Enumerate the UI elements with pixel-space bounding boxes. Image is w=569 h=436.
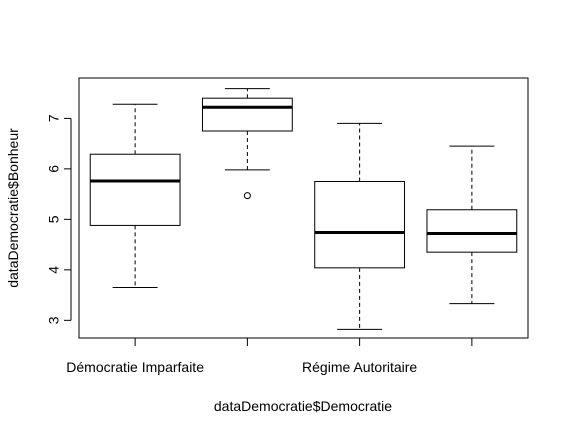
box-group-1 — [89, 103, 181, 289]
outlier-2-1 — [243, 192, 251, 200]
y-tick-label-3: 3 — [46, 316, 62, 324]
boxes-layer — [89, 88, 518, 330]
y-tick-label-6: 6 — [46, 165, 62, 173]
x-axis: Démocratie Imparfaite Régime Autoritaire — [66, 337, 473, 375]
box-4 — [426, 209, 518, 253]
y-tick-label-7: 7 — [46, 114, 62, 122]
box-2 — [201, 97, 293, 132]
y-axis: 3 4 5 6 7 — [46, 114, 72, 324]
box-group-3 — [314, 122, 406, 330]
y-tick-label-5: 5 — [46, 215, 62, 223]
box-1 — [89, 153, 181, 226]
y-axis-label: dataDemocratie$Bonheur — [5, 128, 21, 288]
box-3 — [314, 180, 406, 269]
x-tick-label-3: Régime Autoritaire — [302, 359, 417, 375]
y-tick-label-4: 4 — [46, 266, 62, 274]
box-group-2 — [201, 88, 293, 200]
box-group-4 — [426, 145, 518, 305]
x-axis-label: dataDemocratie$Democratie — [214, 398, 392, 414]
x-tick-label-1: Démocratie Imparfaite — [66, 359, 204, 375]
